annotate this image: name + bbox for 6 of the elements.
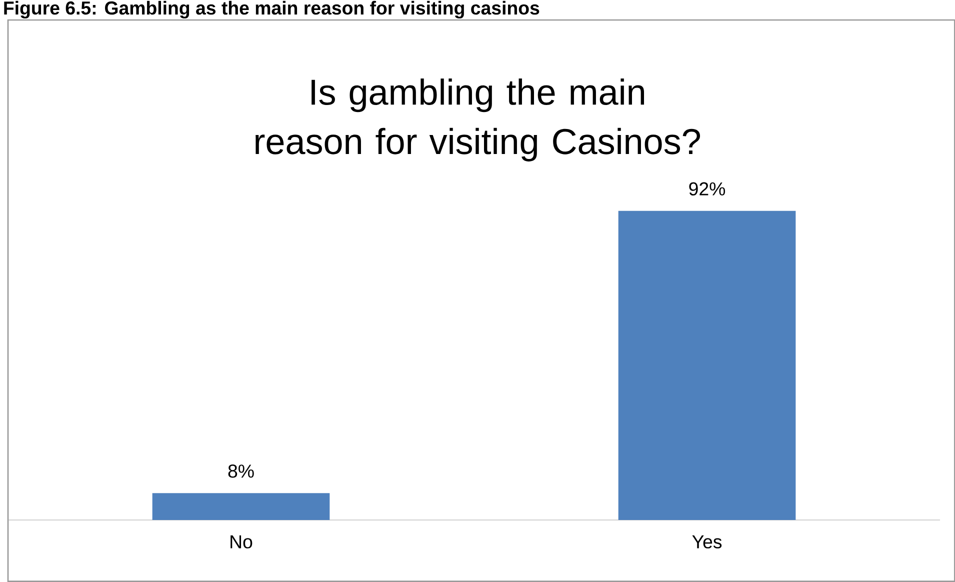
x-tick-label: Yes xyxy=(692,535,722,548)
data-label: 92% xyxy=(689,182,726,196)
x-tick-label: No xyxy=(230,535,252,548)
data-label: 8% xyxy=(228,464,254,478)
chart-title: Is gambling the main reason for visiting Casinos? xyxy=(256,78,700,162)
caption: Figure 6.5: Gambling as the main reason for visiting casinos xyxy=(4,0,540,18)
